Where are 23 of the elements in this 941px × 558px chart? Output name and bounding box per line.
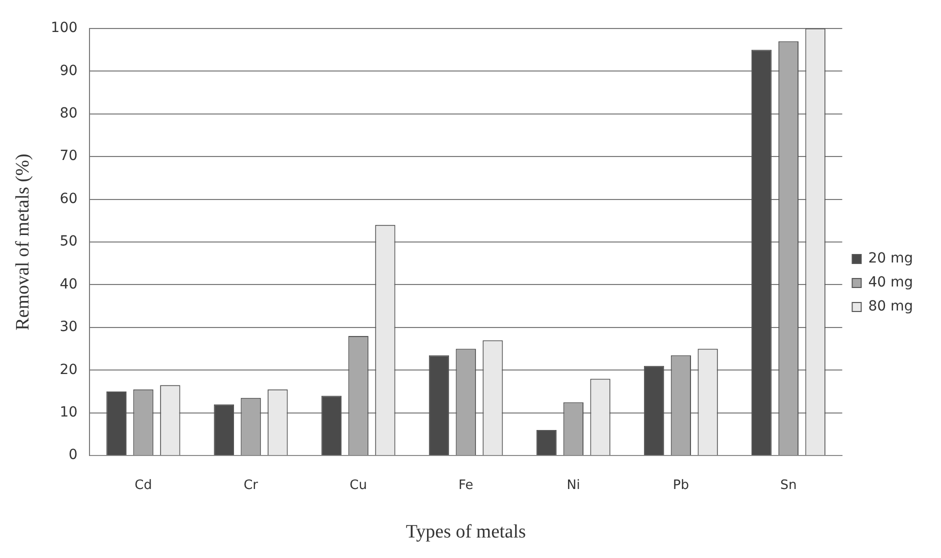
y-axis-title: Removal of metals (%) <box>12 154 34 330</box>
x-tick-label: Cr <box>244 478 259 493</box>
y-tick-label: 30 <box>60 319 78 336</box>
y-tick-label: 50 <box>60 234 78 250</box>
y-tick-label: 80 <box>60 105 78 122</box>
y-tick-label: 10 <box>60 404 78 421</box>
x-tick-label: Sn <box>780 478 797 493</box>
x-tick-label: Cd <box>134 478 152 493</box>
y-tick-label: 60 <box>60 190 78 207</box>
y-tick-label: 20 <box>60 362 78 378</box>
legend-label: 40 mg <box>868 274 914 291</box>
x-tick-label: Fe <box>458 478 474 493</box>
x-tick-label: Pb <box>672 478 689 493</box>
x-axis-title: Types of metals <box>406 522 526 543</box>
y-tick-label: 0 <box>68 447 78 464</box>
x-tick-label: Cu <box>350 478 368 493</box>
y-tick-label: 70 <box>60 148 78 164</box>
legend-label: 20 mg <box>868 250 914 267</box>
y-tick-label: 40 <box>60 276 78 292</box>
x-tick-label: Ni <box>566 478 580 493</box>
legend-label: 80 mg <box>868 298 914 315</box>
y-tick-label: 90 <box>60 62 78 79</box>
y-tick-label: 100 <box>50 20 78 36</box>
